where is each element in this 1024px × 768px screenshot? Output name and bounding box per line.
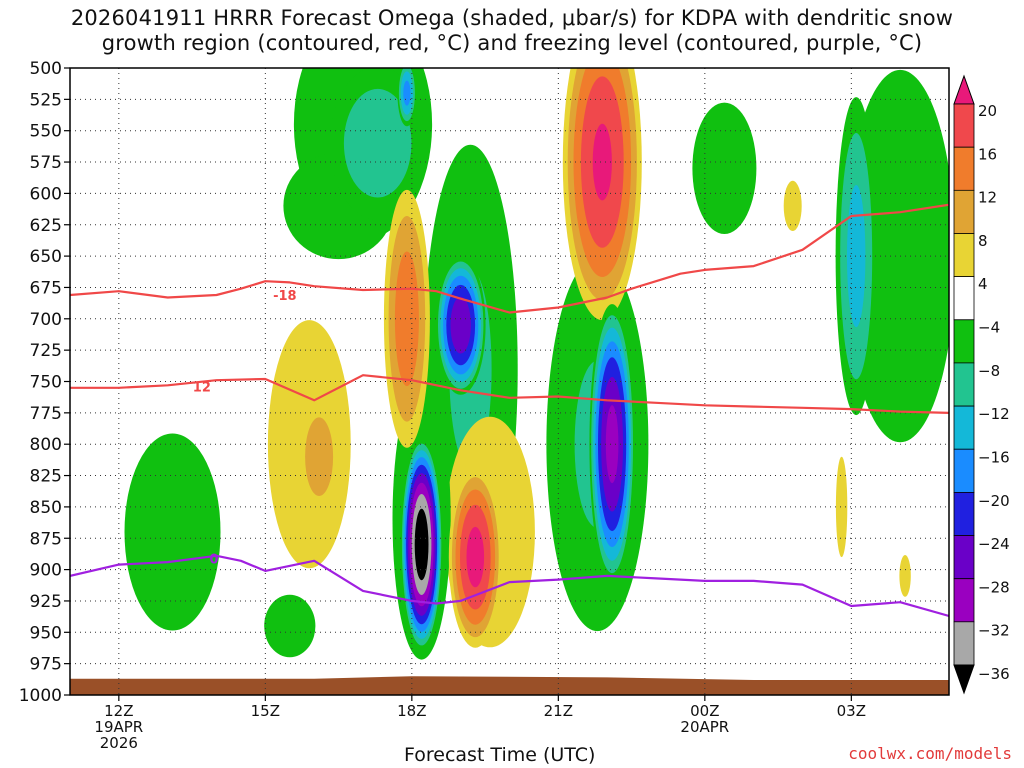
y-tick-label: 875 <box>30 529 62 549</box>
y-tick-label: 850 <box>30 498 62 518</box>
omega-contour-fill <box>692 102 757 234</box>
x-tick-date-label: 19APR <box>94 718 143 736</box>
terrain-band <box>70 676 949 695</box>
omega-contour-fill <box>899 555 911 597</box>
y-tick-label: 925 <box>30 592 62 612</box>
colorbar-segment <box>953 405 975 450</box>
omega-contour-fill <box>403 80 411 106</box>
y-tick-label: 1000 <box>19 686 62 706</box>
y-tick-label: 500 <box>30 59 62 79</box>
x-tick-label: 15Z <box>251 702 280 720</box>
colorbar-segment <box>953 146 975 191</box>
omega-contour-fill <box>124 433 221 631</box>
contour-line <box>70 203 949 314</box>
colorbar-label: 4 <box>978 275 988 293</box>
temperature-contours: -18 12 0 <box>70 203 949 618</box>
colorbar-segment <box>953 535 975 580</box>
colorbar-label: −16 <box>978 449 1010 467</box>
x-axis-title: Forecast Time (UTC) <box>404 744 596 766</box>
colorbar-label: −20 <box>978 492 1010 510</box>
colorbar-top-arrow <box>953 74 975 105</box>
colorbar-label: 20 <box>978 102 997 120</box>
contour-label: -18 <box>273 289 297 304</box>
omega-contour-fill <box>264 594 316 658</box>
colorbar-label: −8 <box>978 362 1000 380</box>
y-tick-label: 825 <box>30 467 62 487</box>
y-tick-label: 900 <box>30 561 62 581</box>
colorbar-segment <box>953 189 975 234</box>
y-tick-label: 525 <box>30 90 62 110</box>
colorbar-segment <box>953 276 975 321</box>
chart-title-line-2: growth region (contoured, red, °C) and f… <box>101 31 923 55</box>
omega-contour-fill <box>343 88 412 198</box>
colorbar-label: 12 <box>978 189 997 207</box>
colorbar-segment <box>953 362 975 407</box>
x-tick-label: 18Z <box>397 702 426 720</box>
colorbar-segment <box>953 103 975 148</box>
colorbar-label: −36 <box>978 665 1010 683</box>
y-tick-label: 675 <box>30 278 62 298</box>
y-tick-label: 650 <box>30 247 62 267</box>
omega-contour-fill <box>835 456 848 558</box>
colorbar-label: −28 <box>978 578 1010 596</box>
y-tick-label: 625 <box>30 216 62 236</box>
colorbar-segment <box>953 491 975 536</box>
omega-contour-fill <box>466 526 485 588</box>
colorbar-label: −24 <box>978 535 1010 553</box>
y-tick-label: 600 <box>30 184 62 204</box>
omega-contour-fill <box>592 123 612 201</box>
contour-line <box>70 374 949 414</box>
x-tick-label: 00Z <box>690 702 719 720</box>
contour-line <box>70 554 949 618</box>
colorbar-label: −4 <box>978 319 1000 337</box>
y-tick-label: 725 <box>30 341 62 361</box>
omega-shading <box>70 68 949 695</box>
colorbar: 20 16 12 8 4 −4 −8 −12 −16 −20 −24 −28 −32 −36 <box>953 74 1010 695</box>
x-tick-label: 03Z <box>837 702 866 720</box>
colorbar-segment <box>953 448 975 493</box>
omega-contour-fill <box>394 251 419 387</box>
y-tick-label: 550 <box>30 122 62 142</box>
y-tick-label: 800 <box>30 435 62 455</box>
y-tick-label: 750 <box>30 373 62 393</box>
y-tick-label: 575 <box>30 153 62 173</box>
x-tick-date-label: 2026 <box>100 734 138 752</box>
colorbar-label: 8 <box>978 232 988 250</box>
x-tick-label: 21Z <box>544 702 573 720</box>
site-credit[interactable]: coolwx.com/models <box>848 744 1012 763</box>
omega-contour-fill <box>605 405 619 484</box>
omega-contour-fill <box>414 508 429 581</box>
colorbar-segment <box>953 621 975 666</box>
x-tick-date-label: 20APR <box>680 718 729 736</box>
omega-contour-fill <box>783 180 802 231</box>
axes: 500 525 550 575 600 625 650 675 700 725 750 775 800 8… <box>19 59 866 752</box>
colorbar-label: −32 <box>978 622 1010 640</box>
contour-label: 0 <box>210 552 219 567</box>
y-tick-label: 700 <box>30 310 62 330</box>
contour-label: 12 <box>193 381 211 396</box>
colorbar-segment <box>953 233 975 278</box>
colorbar-label: 16 <box>978 145 997 163</box>
x-tick-label: 12Z <box>104 702 133 720</box>
colorbar-segment <box>953 319 975 364</box>
y-tick-label: 975 <box>30 655 62 675</box>
colorbar-bottom-arrow <box>953 664 975 695</box>
y-tick-label: 775 <box>30 404 62 424</box>
colorbar-label: −12 <box>978 405 1010 423</box>
omega-contour-fill <box>847 185 866 328</box>
chart-title-line-1: 2026041911 HRRR Forecast Omega (shaded, … <box>70 6 954 30</box>
omega-contour-fill <box>450 296 471 354</box>
y-tick-label: 950 <box>30 623 62 643</box>
colorbar-segment <box>953 578 975 623</box>
omega-contour-fill <box>305 417 334 497</box>
